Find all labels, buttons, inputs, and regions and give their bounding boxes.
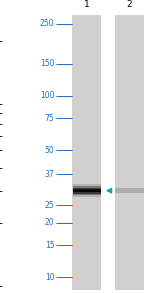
Text: 25: 25 xyxy=(45,200,54,209)
Text: 37: 37 xyxy=(45,170,54,179)
Text: 1: 1 xyxy=(84,0,90,9)
Text: 20: 20 xyxy=(45,218,54,227)
Bar xyxy=(72,15,101,290)
Text: 10: 10 xyxy=(45,273,54,282)
Text: 150: 150 xyxy=(40,59,54,68)
Text: 75: 75 xyxy=(45,114,54,123)
Text: 2: 2 xyxy=(127,0,132,9)
Text: 15: 15 xyxy=(45,241,54,250)
Bar xyxy=(115,15,144,290)
Text: 250: 250 xyxy=(40,19,54,28)
Text: 50: 50 xyxy=(45,146,54,155)
Text: 100: 100 xyxy=(40,91,54,100)
